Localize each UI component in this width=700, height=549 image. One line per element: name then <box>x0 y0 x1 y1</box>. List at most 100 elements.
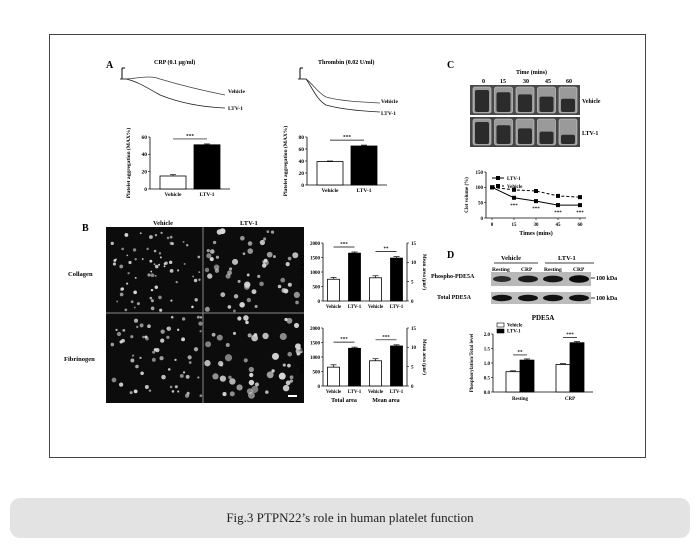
platelet-spot <box>166 327 169 330</box>
platelet-spot <box>270 230 275 234</box>
x-tick-label: 60 <box>578 223 584 228</box>
y-tick-label: 0 <box>318 300 321 305</box>
platelet-spot <box>188 361 192 364</box>
clot <box>561 98 575 112</box>
platelet-spot <box>266 371 274 379</box>
y-tick-label-right: 0 <box>411 300 414 305</box>
platelet-spot <box>163 265 166 268</box>
platelet-spot <box>205 341 212 348</box>
clot <box>496 92 511 112</box>
platelet-spot <box>194 298 198 302</box>
platelet-spot <box>120 287 124 291</box>
platelet-spot <box>119 264 124 269</box>
platelet-spot <box>134 276 137 279</box>
trace-vehicle-thrombin <box>298 78 381 104</box>
platelet-spot <box>251 334 259 342</box>
platelet-spot <box>153 348 158 352</box>
platelet-spot <box>279 332 287 340</box>
platelet-spot <box>198 321 203 326</box>
platelet-spot <box>283 288 289 294</box>
clot <box>518 94 532 112</box>
platelet-spot <box>244 284 250 290</box>
platelet-spot <box>168 260 173 264</box>
y-tick-label-right: 5 <box>411 365 414 370</box>
platelet-spot <box>199 394 203 398</box>
platelet-spot <box>177 390 180 393</box>
platelet-spot <box>130 300 134 304</box>
y-tick-label-right: 10 <box>411 346 417 351</box>
time-tick-45: 45 <box>545 79 551 85</box>
platelet-spot <box>154 274 157 277</box>
platelet-spot <box>118 382 124 387</box>
x-tick-label: Vehicle <box>165 192 182 198</box>
platelet-spot <box>150 273 155 278</box>
data-point <box>556 203 560 208</box>
figure-caption: Fig.3 PTPN22’s role in human platelet fu… <box>226 510 474 525</box>
platelet-spot <box>111 377 117 383</box>
platelet-spot <box>287 363 291 368</box>
clot <box>475 122 489 144</box>
platelet-spot <box>119 292 124 297</box>
significance-label: *** <box>566 333 574 338</box>
platelet-spot <box>149 296 153 300</box>
y-tick-label: 50 <box>478 201 484 206</box>
panel-label-a: A <box>106 60 114 71</box>
strip-label-vehicle: Vehicle <box>582 99 601 105</box>
platelet-spot <box>136 325 139 329</box>
platelet-spot <box>254 304 258 308</box>
x-tick-label: LTV-1 <box>390 390 404 395</box>
platelet-spot <box>133 389 138 394</box>
x-tick-label: 15 <box>512 223 518 228</box>
platelet-spot <box>209 257 214 262</box>
panel-label-d: D <box>447 250 454 261</box>
platelet-spot <box>243 315 249 321</box>
platelet-spot <box>159 256 162 259</box>
y-tick-label: 2000 <box>310 327 321 332</box>
platelet-spot <box>199 316 203 319</box>
bar-chart-fibrinogen-area: 0 500 1000 1500 2000 Vehicle LTV-1 Vehicle LTV-1… <box>299 327 427 404</box>
platelet-spot <box>295 300 299 305</box>
significance-label: ** <box>384 247 390 252</box>
x-tick-label: Vehicle <box>368 305 384 310</box>
x-tick-label: Vehicle <box>326 390 342 395</box>
platelet-spot <box>132 248 137 252</box>
platelet-spot <box>139 232 142 235</box>
x-tick-label: Resting <box>512 397 529 402</box>
x-tick-label: Vehicle <box>322 188 339 194</box>
platelet-spot <box>212 373 219 380</box>
micrograph-grid: Vehicle LTV-1 Collagen Fibrinogen <box>64 220 304 403</box>
aggregation-trace-crp: CRP (0.1 μg/ml) Vehicle LTV-1 <box>120 59 245 112</box>
platelet-spot <box>216 334 223 341</box>
lane-label-2: CRP <box>521 267 533 273</box>
y-axis-label-right: Mean area (μm²) <box>421 339 427 375</box>
data-point <box>490 185 494 190</box>
platelet-spot <box>154 234 158 237</box>
data-point <box>556 193 560 198</box>
strip-label-ltv1: LTV-1 <box>582 131 598 137</box>
platelet-spot <box>159 356 164 361</box>
platelet-spot <box>171 390 175 393</box>
platelet-spot <box>133 306 136 309</box>
y-tick-label: 0.5 <box>484 376 491 381</box>
significance-label: *** <box>340 338 348 343</box>
platelet-spot <box>225 343 230 347</box>
y-tick-label-right: 15 <box>411 327 417 332</box>
y-tick-label: 80 <box>299 135 305 141</box>
platelet-spot <box>151 357 156 362</box>
platelet-spot <box>229 267 233 271</box>
platelet-spot <box>245 320 249 325</box>
x-tick-label: LTV-1 <box>390 305 404 310</box>
group-label: Total area <box>331 398 357 404</box>
bar <box>369 277 382 302</box>
legend-swatch <box>496 322 505 328</box>
platelet-spot <box>206 249 210 253</box>
lane-label-1: Resting <box>492 267 510 273</box>
platelet-spot <box>110 241 114 245</box>
platelet-spot <box>204 360 211 367</box>
platelet-spot <box>240 235 245 241</box>
platelet-spot <box>158 295 162 300</box>
platelet-spot <box>193 347 199 352</box>
platelet-spot <box>150 288 154 292</box>
platelet-spot <box>152 350 156 354</box>
platelet-spot <box>259 281 264 287</box>
